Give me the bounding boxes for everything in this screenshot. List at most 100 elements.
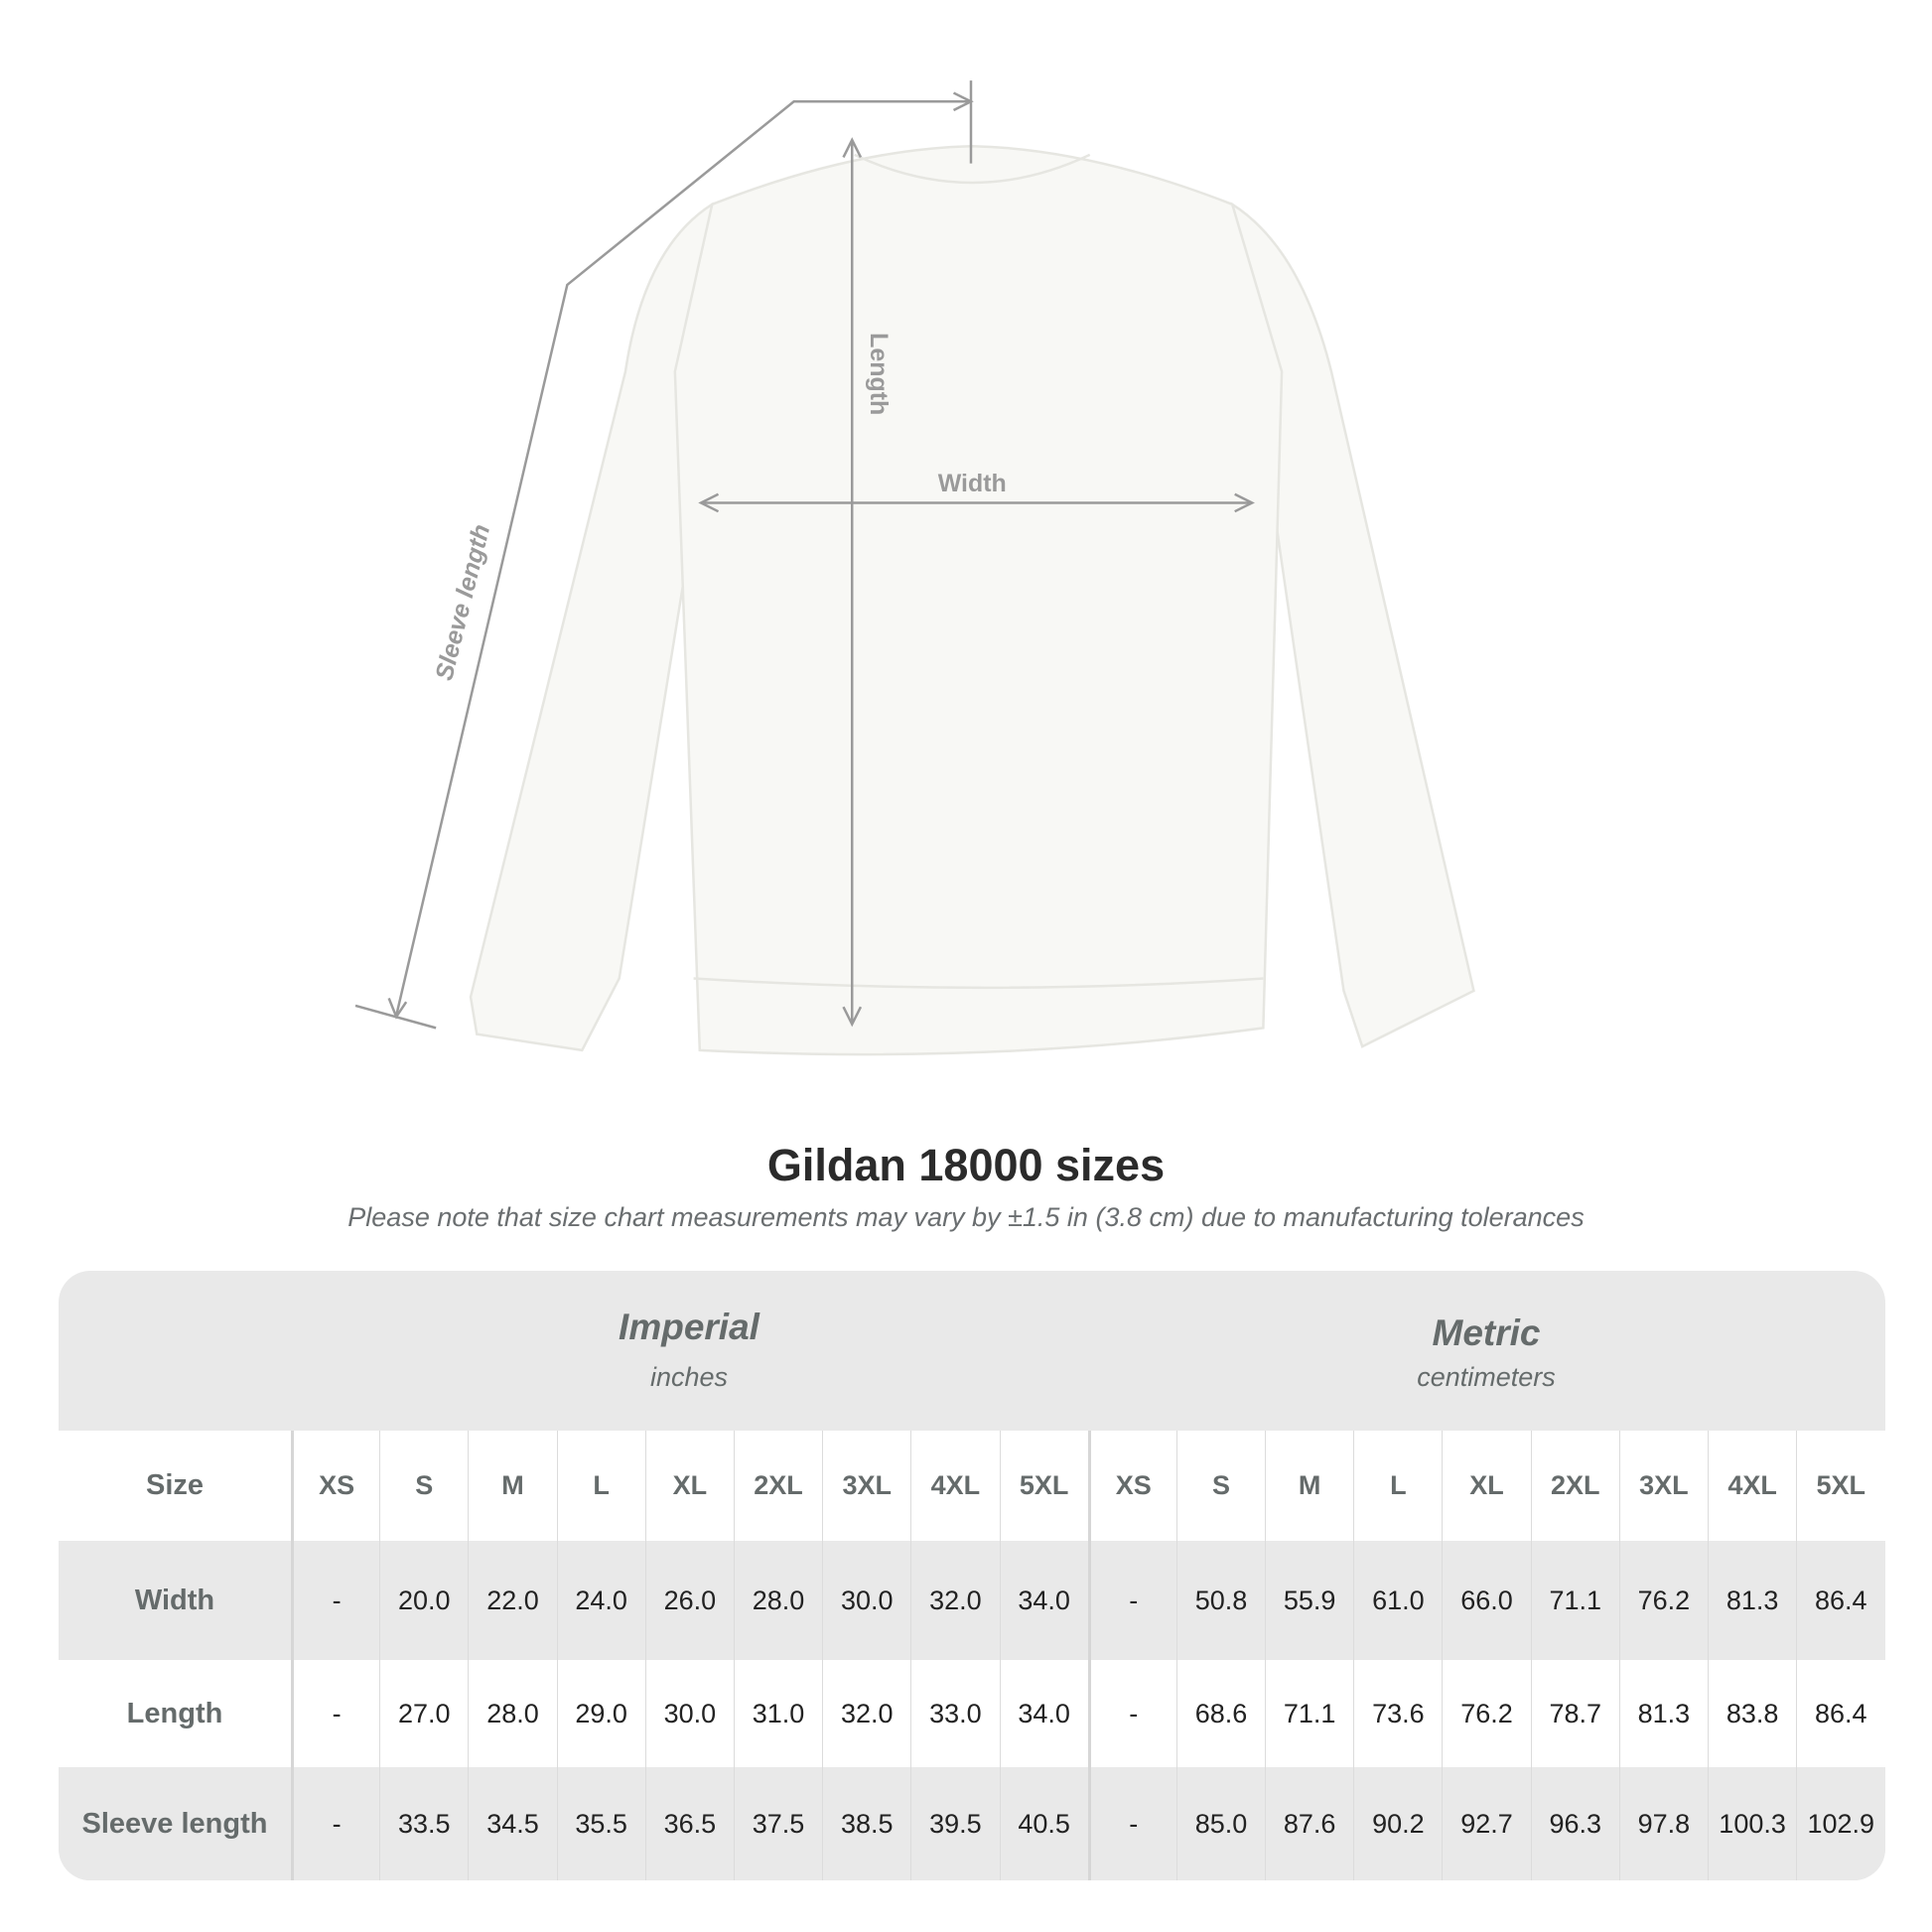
sleeve-length-label: Sleeve length xyxy=(430,521,495,683)
metric-value-cell: 73.6 xyxy=(1353,1660,1442,1767)
metric-size-header: S xyxy=(1175,1431,1265,1541)
metric-value-cell: 78.7 xyxy=(1530,1660,1619,1767)
metric-size-header: XS xyxy=(1087,1431,1176,1541)
metric-value-cell: - xyxy=(1087,1541,1176,1660)
imperial-value-cell: 39.5 xyxy=(910,1767,999,1880)
imperial-value-cell: 35.5 xyxy=(556,1767,645,1880)
metric-value-cell: 66.0 xyxy=(1442,1541,1530,1660)
imperial-size-header: 5XL xyxy=(999,1431,1088,1541)
sleeve-line xyxy=(394,100,970,1017)
metric-size-header: 4XL xyxy=(1708,1431,1796,1541)
metric-label: Metric xyxy=(1432,1312,1541,1353)
metric-size-header: 2XL xyxy=(1530,1431,1619,1541)
metric-header: Metric centimeters xyxy=(1087,1271,1885,1431)
width-label: Width xyxy=(938,470,1007,497)
metric-value-cell: 68.6 xyxy=(1175,1660,1265,1767)
metric-value-cell: 100.3 xyxy=(1708,1767,1796,1880)
metric-size-header: 5XL xyxy=(1796,1431,1884,1541)
metric-value-cell: 85.0 xyxy=(1175,1767,1265,1880)
imperial-value-cell: 31.0 xyxy=(733,1660,822,1767)
metric-value-cell: 90.2 xyxy=(1353,1767,1442,1880)
measure-lines xyxy=(354,80,1255,1030)
row-label: Size xyxy=(145,1469,205,1501)
imperial-size-header: 4XL xyxy=(910,1431,999,1541)
imperial-value-cell: - xyxy=(291,1541,379,1660)
table-row: Sleeve length -33.5 34.5 35.5 36.5 37.5 38.5 39… xyxy=(59,1767,1885,1880)
imperial-header: Imperial inches xyxy=(291,1271,1087,1431)
metric-value-cell: 55.9 xyxy=(1265,1541,1353,1660)
metric-size-header: XL xyxy=(1442,1431,1530,1541)
width-arrow-left xyxy=(698,492,720,513)
metric-value-cell: 76.2 xyxy=(1442,1660,1530,1767)
row-label: Sleeve length xyxy=(81,1807,268,1840)
row-label: Width xyxy=(134,1584,215,1616)
imperial-value-cell: 34.0 xyxy=(999,1541,1088,1660)
metric-value-cell: 96.3 xyxy=(1530,1767,1619,1880)
imperial-value-cell: 37.5 xyxy=(733,1767,822,1880)
imperial-value-cell: - xyxy=(291,1767,379,1880)
imperial-value-cell: 30.0 xyxy=(822,1541,910,1660)
metric-value-cell: 97.8 xyxy=(1618,1767,1708,1880)
imperial-value-cell: 33.0 xyxy=(910,1660,999,1767)
size-header-row: Size XS S M L XL 2XL 3XL 4XL 5XL XS S M L XL 2XL 3XL 4XL 5… xyxy=(59,1431,1885,1541)
imperial-unit: inches xyxy=(649,1362,729,1392)
imperial-value-cell: 30.0 xyxy=(644,1660,734,1767)
row-label: Length xyxy=(126,1697,223,1729)
metric-value-cell: 50.8 xyxy=(1175,1541,1265,1660)
imperial-label: Imperial xyxy=(619,1307,759,1347)
metric-size-header: 3XL xyxy=(1618,1431,1708,1541)
metric-value-cell: 61.0 xyxy=(1353,1541,1442,1660)
metric-value-cell: 76.2 xyxy=(1618,1541,1708,1660)
sleeve-arrow-top xyxy=(952,91,974,112)
imperial-size-header: M xyxy=(468,1431,556,1541)
body xyxy=(673,144,1284,1056)
imperial-value-cell: 38.5 xyxy=(822,1767,910,1880)
right-sleeve xyxy=(1230,202,1475,1048)
metric-value-cell: 87.6 xyxy=(1265,1767,1353,1880)
size-table: Imperial inches Metric centimeters Size X… xyxy=(59,1271,1885,1880)
imperial-value-cell: 29.0 xyxy=(556,1660,645,1767)
metric-value-cell: 102.9 xyxy=(1796,1767,1884,1880)
imperial-value-cell: 32.0 xyxy=(822,1660,910,1767)
metric-value-cell: 86.4 xyxy=(1796,1541,1884,1660)
collar xyxy=(854,153,1091,185)
imperial-value-cell: 27.0 xyxy=(379,1660,468,1767)
imperial-value-cell: 28.0 xyxy=(733,1541,822,1660)
metric-value-cell: 71.1 xyxy=(1265,1660,1353,1767)
length-label: Length xyxy=(865,333,893,415)
metric-unit: centimeters xyxy=(1417,1362,1556,1392)
metric-size-header: M xyxy=(1265,1431,1353,1541)
metric-value-cell: 71.1 xyxy=(1530,1541,1619,1660)
metric-value-cell: 83.8 xyxy=(1708,1660,1796,1767)
imperial-size-header: L xyxy=(556,1431,645,1541)
imperial-size-header: 2XL xyxy=(733,1431,822,1541)
imperial-value-cell: 28.0 xyxy=(468,1660,556,1767)
imperial-value-cell: 34.5 xyxy=(468,1767,556,1880)
table-row: Width -20.0 22.0 24.0 26.0 28.0 30.0 32.0 34.0-5… xyxy=(59,1541,1885,1660)
page-title: Gildan 18000 sizes xyxy=(766,1140,1166,1190)
imperial-size-header: 3XL xyxy=(822,1431,910,1541)
table-row: Length -27.0 28.0 29.0 30.0 31.0 32.0 33.0 34.0-… xyxy=(59,1660,1885,1767)
imperial-value-cell: 32.0 xyxy=(910,1541,999,1660)
metric-value-cell: 81.3 xyxy=(1708,1541,1796,1660)
sweatshirt-illustration xyxy=(469,144,1475,1056)
tolerance-note: Please note that size chart measurements… xyxy=(347,1202,1585,1232)
imperial-size-header: XS xyxy=(291,1431,379,1541)
metric-value-cell: 86.4 xyxy=(1796,1660,1884,1767)
imperial-value-cell: 40.5 xyxy=(999,1767,1088,1880)
imperial-value-cell: 24.0 xyxy=(556,1541,645,1660)
imperial-value-cell: 34.0 xyxy=(999,1660,1088,1767)
imperial-value-cell: 33.5 xyxy=(379,1767,468,1880)
sleeve-arrow-bottom xyxy=(387,997,408,1020)
imperial-size-header: S xyxy=(379,1431,468,1541)
imperial-value-cell: 20.0 xyxy=(379,1541,468,1660)
imperial-value-cell: - xyxy=(291,1660,379,1767)
metric-value-cell: 92.7 xyxy=(1442,1767,1530,1880)
imperial-value-cell: 26.0 xyxy=(644,1541,734,1660)
metric-value-cell: - xyxy=(1087,1660,1176,1767)
imperial-value-cell: 22.0 xyxy=(468,1541,556,1660)
left-sleeve xyxy=(469,202,714,1052)
length-arrow-bottom xyxy=(842,1006,863,1028)
